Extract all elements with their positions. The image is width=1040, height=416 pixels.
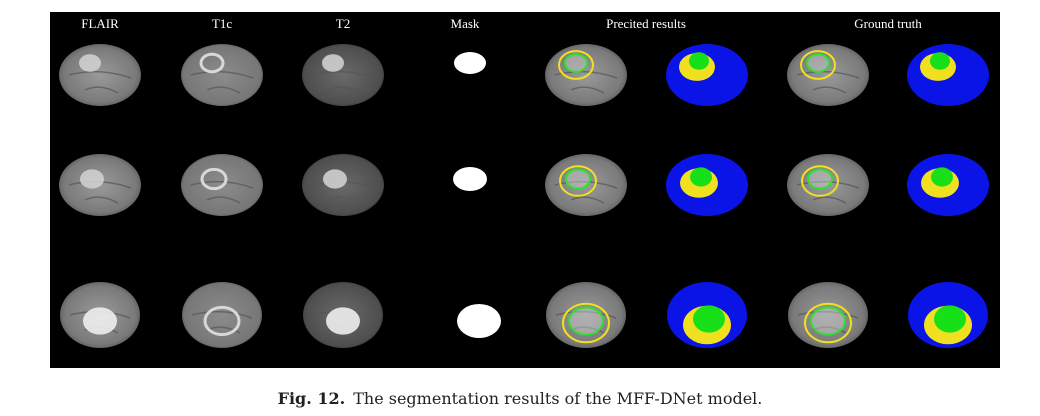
overlay-edema [804,302,852,344]
lesion [200,167,228,191]
mask-blob [453,167,487,191]
column-header: Mask [451,16,480,31]
overlay-core [564,53,588,73]
caption: Fig. 12. The segmentation results of the … [278,389,763,408]
lesion [326,307,360,335]
overlay-edema [558,50,594,80]
overlay-core [807,168,833,190]
mri-slice [302,44,384,106]
overlay-edema [801,165,839,197]
seg-core [690,167,712,187]
sulci [311,70,375,94]
column-header: Precited results [606,16,686,31]
overlay-edema [559,165,597,197]
lesion [199,52,225,74]
overlay-core [806,53,830,73]
seg-core [693,305,725,333]
lesion [322,54,344,72]
sulci [190,180,254,204]
overlay-core [810,306,846,336]
column-header: Ground truth [854,16,922,31]
overlay-edema [562,302,610,344]
lesion [203,305,241,337]
column-header: T2 [336,16,350,31]
mask-blob [457,304,501,338]
sulci [796,70,860,94]
seg-core [934,305,966,333]
overlay-edema [800,50,836,80]
lesion [80,169,104,189]
sulci [554,70,618,94]
mask-blob [454,52,486,74]
lesion [83,307,117,335]
seg-core [689,52,709,70]
column-headers: FLAIR T1c T2 Mask Precited results Ground tru… [81,16,922,31]
image-grid [59,44,989,348]
sulci [190,70,254,94]
column-header: T1c [212,16,232,31]
caption-label: Fig. 12. [278,389,346,408]
overlay-core [568,306,604,336]
lesion [79,54,101,72]
seg-core [930,52,950,70]
overlay-core [565,168,591,190]
caption-text: The segmentation results of the MFF-DNet… [353,389,762,408]
mri-slice [59,44,141,106]
column-header: FLAIR [81,16,119,31]
lesion [323,169,347,189]
sulci [68,70,132,94]
seg-core [931,167,953,187]
mri-slice [182,282,262,348]
